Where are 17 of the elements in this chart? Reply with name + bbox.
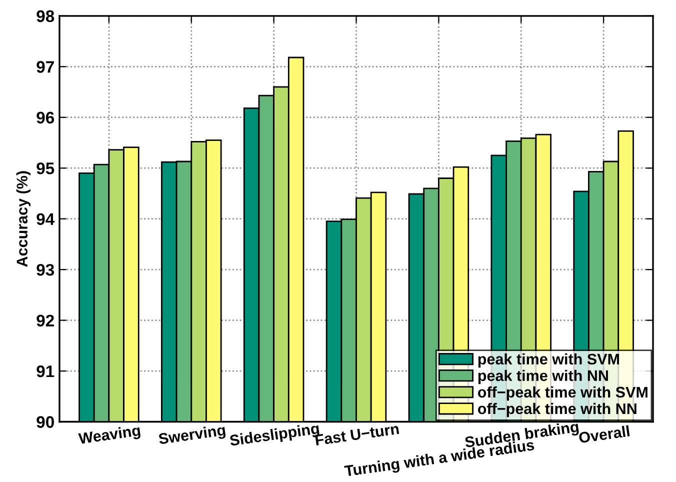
y-tick-label: 91: [36, 365, 54, 378]
x-tick-label: Weaving: [78, 424, 141, 448]
x-tick-label: Swerving: [158, 424, 226, 448]
y-tick-label: 93: [36, 264, 54, 276]
y-tick-label: 90: [36, 416, 54, 428]
y-tick-label: 98: [36, 10, 54, 22]
legend-label: peak time with SVM: [478, 353, 619, 368]
y-tick-label: 96: [36, 112, 54, 124]
y-tick-label: 97: [36, 61, 54, 73]
y-tick-label: 94: [36, 213, 55, 226]
legend-label: off−peak time with SVM: [478, 386, 648, 401]
y-tick-label: 92: [36, 314, 54, 326]
x-tick-label: Overall: [578, 425, 630, 444]
legend-label: peak time with NN: [478, 370, 608, 384]
legend-label: off−peak time with NN: [478, 402, 636, 418]
y-axis-title: Accuracy (%): [16, 171, 31, 267]
y-tick-label: 95: [36, 162, 54, 174]
